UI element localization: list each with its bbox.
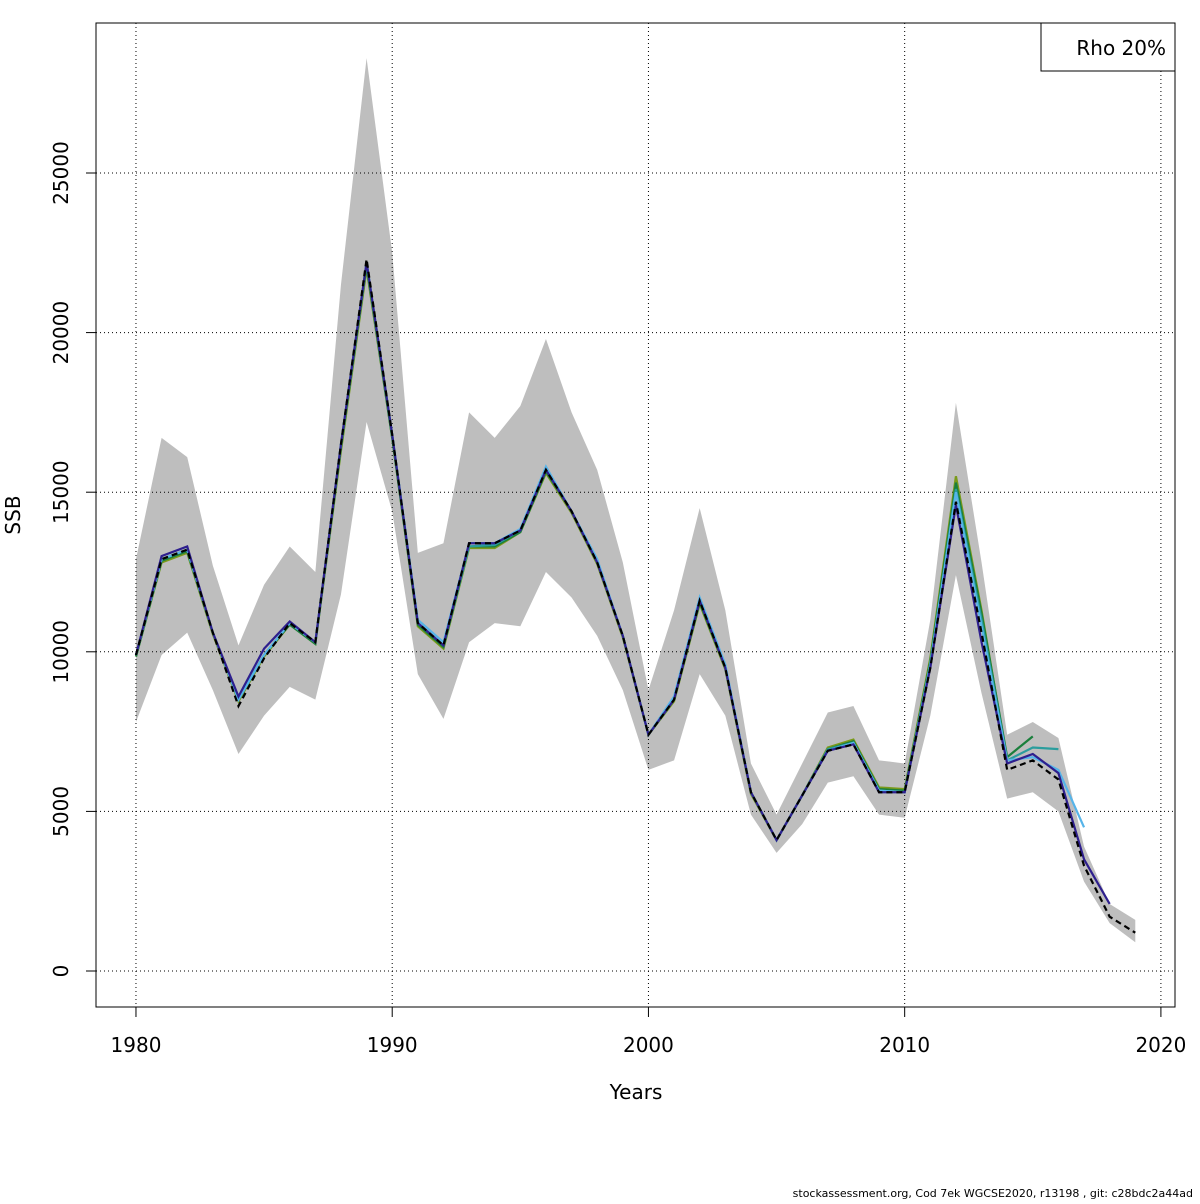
legend-box	[1040, 22, 1176, 72]
plot-frame	[95, 22, 1176, 1008]
y-axis-label: SSB	[1, 495, 25, 534]
y-tick-label: 0	[49, 965, 73, 978]
y-tick-label: 20000	[49, 301, 73, 365]
x-axis-label: Years	[609, 1080, 663, 1104]
y-tick-label: 5000	[49, 786, 73, 837]
confidence-band	[135, 58, 1136, 943]
y-tick-label: 10000	[49, 620, 73, 684]
legend-text: Rho 20%	[1076, 36, 1166, 60]
x-tick-label: 1980	[111, 1033, 162, 1057]
series-line	[134, 259, 1136, 934]
x-tick-label: 1990	[367, 1033, 418, 1057]
footer: stockassessment.org, Cod 7ek WGCSE2020, …	[793, 1187, 1193, 1200]
y-tick-label: 25000	[49, 141, 73, 205]
x-tick-label: 2010	[879, 1033, 930, 1057]
x-tick-label: 2000	[623, 1033, 674, 1057]
y-tick-label: 15000	[49, 460, 73, 524]
x-tick-label: 2020	[1135, 1033, 1186, 1057]
